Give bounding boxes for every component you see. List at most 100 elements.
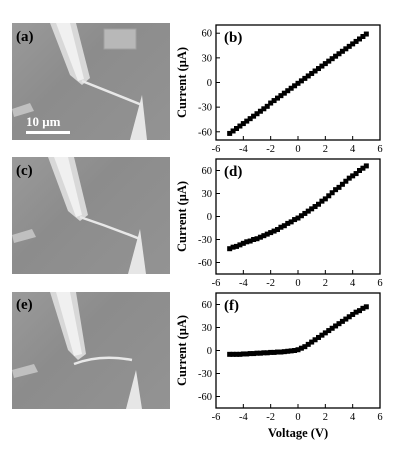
y-tick-label: -60 xyxy=(198,258,212,269)
y-tick-label: 30 xyxy=(202,323,213,334)
data-point xyxy=(309,70,315,76)
data-point xyxy=(247,238,253,244)
panel-label-d: (d) xyxy=(224,164,242,180)
data-point xyxy=(244,118,250,124)
data-point xyxy=(336,51,342,57)
data-point xyxy=(333,323,339,329)
x-tick-label: -2 xyxy=(266,278,275,289)
data-point xyxy=(275,95,280,101)
y-tick-label: -60 xyxy=(198,127,212,138)
data-point xyxy=(240,121,246,127)
data-point xyxy=(278,349,284,355)
panel-label-c: (c) xyxy=(16,163,33,179)
data-point xyxy=(234,126,239,131)
data-point xyxy=(312,68,318,74)
data-point xyxy=(237,351,243,357)
data-point xyxy=(254,350,260,356)
panel-label-e: (e) xyxy=(16,297,33,313)
data-point xyxy=(295,80,301,86)
x-axis-label: Voltage (V) xyxy=(268,426,328,440)
data-point xyxy=(309,339,315,345)
data-point xyxy=(292,217,298,223)
data-point xyxy=(295,347,301,353)
y-axis-label: Current (μA) xyxy=(175,181,189,252)
data-point xyxy=(302,75,308,81)
data-point xyxy=(336,184,342,190)
data-point xyxy=(278,93,284,99)
iv-chart-b: -6 -4 -2 0 2 4 6 -60 -30 0 30 60 Current (μA) (b) xyxy=(175,24,383,155)
data-point xyxy=(285,88,291,94)
x-tick-label: 2 xyxy=(323,278,328,289)
data-point xyxy=(230,128,236,134)
data-point xyxy=(316,201,321,207)
data-point xyxy=(292,83,298,89)
y-tick-label: 60 xyxy=(202,29,213,40)
data-point xyxy=(247,351,253,357)
data-point xyxy=(227,130,233,136)
data-point xyxy=(350,41,356,47)
data-point xyxy=(281,223,287,229)
data-point xyxy=(333,187,339,193)
data-point xyxy=(353,38,359,44)
data-point xyxy=(343,46,349,52)
data-point xyxy=(268,100,274,106)
y-tick-label: -30 xyxy=(198,369,212,380)
data-point xyxy=(295,215,301,221)
data-point xyxy=(268,230,274,236)
x-tick-label: 0 xyxy=(295,412,300,423)
y-tick-label: 0 xyxy=(207,212,212,223)
data-point xyxy=(319,63,325,69)
data-point xyxy=(363,304,369,310)
iv-chart-f: -6 -4 -2 0 2 4 6 -60 -30 0 30 60 Current (μA) Voltage… xyxy=(175,292,383,440)
data-point xyxy=(302,344,308,350)
x-tick-label: 4 xyxy=(350,144,356,155)
y-tick-label: 30 xyxy=(202,53,213,64)
iv-chart-d: -6 -4 -2 0 2 4 6 -60 -30 0 30 60 Current (μA) (d) xyxy=(175,158,383,289)
panel-label-f: (f) xyxy=(224,298,239,314)
x-tick-label: 6 xyxy=(377,144,382,155)
data-point xyxy=(363,31,369,37)
data-point xyxy=(268,349,274,355)
data-point xyxy=(240,240,246,246)
data-point xyxy=(227,351,233,357)
data-point xyxy=(251,113,257,119)
data-point xyxy=(285,348,291,354)
data-point xyxy=(244,239,250,245)
sem-scene-c xyxy=(12,157,146,274)
data-point xyxy=(326,58,332,64)
x-tick-label: 0 xyxy=(295,278,300,289)
data-point xyxy=(254,236,260,242)
data-point xyxy=(322,61,328,67)
data-point xyxy=(237,242,243,248)
x-tick-label: -4 xyxy=(239,412,248,423)
data-point xyxy=(322,330,328,336)
x-tick-label: -4 xyxy=(239,144,248,155)
data-point xyxy=(234,243,239,249)
y-axis-label: Current (μA) xyxy=(175,47,189,118)
data-point xyxy=(278,224,284,230)
data-point xyxy=(346,175,352,181)
scale-bar-label: 10 μm xyxy=(26,114,61,129)
x-tick-label: 6 xyxy=(377,412,382,423)
data-point xyxy=(271,228,277,234)
y-tick-label: -60 xyxy=(198,392,212,403)
data-point xyxy=(234,351,239,357)
x-tick-label: -6 xyxy=(212,412,221,423)
data-point xyxy=(339,318,345,324)
y-tick-label: 60 xyxy=(202,166,213,177)
data-point xyxy=(360,34,366,39)
x-tick-label: 2 xyxy=(323,412,328,423)
data-point xyxy=(329,325,335,331)
data-point xyxy=(336,321,342,327)
data-point xyxy=(350,311,356,317)
sem-image-e xyxy=(12,292,170,409)
data-point xyxy=(329,56,335,62)
data-point xyxy=(357,308,362,314)
data-point xyxy=(275,227,280,233)
data-point xyxy=(353,171,359,177)
y-tick-label: 30 xyxy=(202,189,213,200)
data-point xyxy=(288,219,294,225)
data-point xyxy=(254,111,260,117)
data-point xyxy=(346,314,352,320)
data-point xyxy=(271,349,277,355)
